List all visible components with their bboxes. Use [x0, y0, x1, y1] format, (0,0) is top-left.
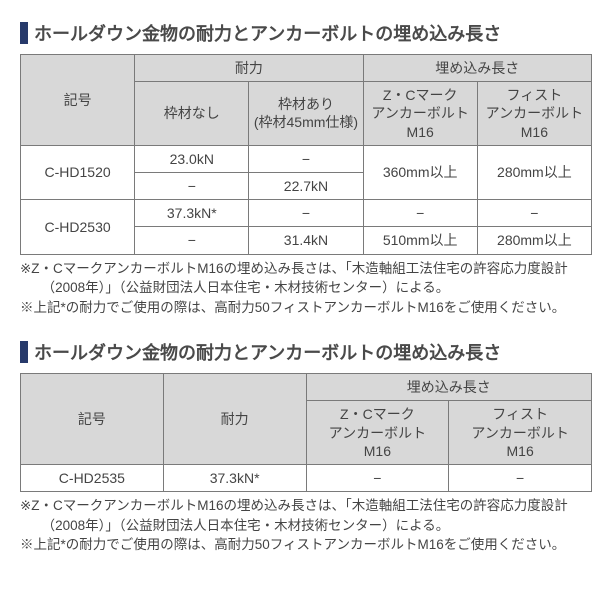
title-bar-icon	[20, 341, 28, 363]
title-bar-icon	[20, 22, 28, 44]
cell: −	[249, 200, 363, 227]
cell: C-HD2535	[21, 464, 164, 491]
table-row: C-HD2530 37.3kN* − − −	[21, 200, 592, 227]
th2-zc: Z・Cマーク アンカーボルト M16	[306, 401, 449, 465]
cell-symbol-1: C-HD1520	[21, 145, 135, 199]
th-strength: 耐力	[135, 55, 363, 82]
th-zc: Z・Cマーク アンカーボルト M16	[363, 82, 477, 146]
section-2-notes: ※Z・CマークアンカーボルトM16の埋め込み長さは、「木造軸組工法住宅の許容応力…	[20, 496, 592, 555]
section-1-notes: ※Z・CマークアンカーボルトM16の埋め込み長さは、「木造軸組工法住宅の許容応力…	[20, 259, 592, 318]
cell: −	[449, 464, 592, 491]
cell: 510mm以上	[363, 227, 477, 254]
th-withframe: 枠材あり (枠材45mm仕様)	[249, 82, 363, 146]
section-1-title-text: ホールダウン金物の耐力とアンカーボルトの埋め込み長さ	[34, 20, 501, 46]
table-1-header-row-1: 記号 耐力 埋め込み長さ	[21, 55, 592, 82]
table-row: C-HD2535 37.3kN* − −	[21, 464, 592, 491]
section-2-title-text: ホールダウン金物の耐力とアンカーボルトの埋め込み長さ	[34, 339, 501, 365]
cell: 280mm以上	[477, 227, 591, 254]
note-text: ※上記*の耐力でご使用の際は、高耐力50フィストアンカーボルトM16をご使用くだ…	[20, 535, 592, 555]
cell: −	[249, 145, 363, 172]
section-1-title: ホールダウン金物の耐力とアンカーボルトの埋め込み長さ	[20, 20, 592, 46]
cell: −	[306, 464, 449, 491]
th2-fist: フィスト アンカーボルト M16	[449, 401, 592, 465]
table-2-header-row-1: 記号 耐力 埋め込み長さ	[21, 374, 592, 401]
cell: 31.4kN	[249, 227, 363, 254]
th2-embed: 埋め込み長さ	[306, 374, 592, 401]
note-text: ※Z・CマークアンカーボルトM16の埋め込み長さは、「木造軸組工法住宅の許容応力…	[20, 496, 592, 535]
section-2-title: ホールダウン金物の耐力とアンカーボルトの埋め込み長さ	[20, 339, 592, 365]
th-fist: フィスト アンカーボルト M16	[477, 82, 591, 146]
section-1: ホールダウン金物の耐力とアンカーボルトの埋め込み長さ 記号 耐力 埋め込み長さ …	[20, 20, 592, 317]
th2-symbol: 記号	[21, 374, 164, 465]
table-1: 記号 耐力 埋め込み長さ 枠材なし 枠材あり (枠材45mm仕様) Z・Cマーク…	[20, 54, 592, 255]
th-noframe: 枠材なし	[135, 82, 249, 146]
note-text: ※上記*の耐力でご使用の際は、高耐力50フィストアンカーボルトM16をご使用くだ…	[20, 298, 592, 318]
cell: −	[363, 200, 477, 227]
cell-symbol-2: C-HD2530	[21, 200, 135, 254]
table-row: C-HD1520 23.0kN − 360mm以上 280mm以上	[21, 145, 592, 172]
cell: 360mm以上	[363, 145, 477, 199]
section-2: ホールダウン金物の耐力とアンカーボルトの埋め込み長さ 記号 耐力 埋め込み長さ …	[20, 339, 592, 555]
cell: 23.0kN	[135, 145, 249, 172]
cell: 22.7kN	[249, 172, 363, 199]
cell: 37.3kN*	[163, 464, 306, 491]
table-2: 記号 耐力 埋め込み長さ Z・Cマーク アンカーボルト M16 フィスト アンカ…	[20, 373, 592, 492]
note-text: ※Z・CマークアンカーボルトM16の埋め込み長さは、「木造軸組工法住宅の許容応力…	[20, 259, 592, 298]
th2-strength: 耐力	[163, 374, 306, 465]
th-symbol: 記号	[21, 55, 135, 146]
cell: −	[135, 172, 249, 199]
cell: 37.3kN*	[135, 200, 249, 227]
cell: −	[135, 227, 249, 254]
cell: −	[477, 200, 591, 227]
cell: 280mm以上	[477, 145, 591, 199]
th-embed: 埋め込み長さ	[363, 55, 591, 82]
